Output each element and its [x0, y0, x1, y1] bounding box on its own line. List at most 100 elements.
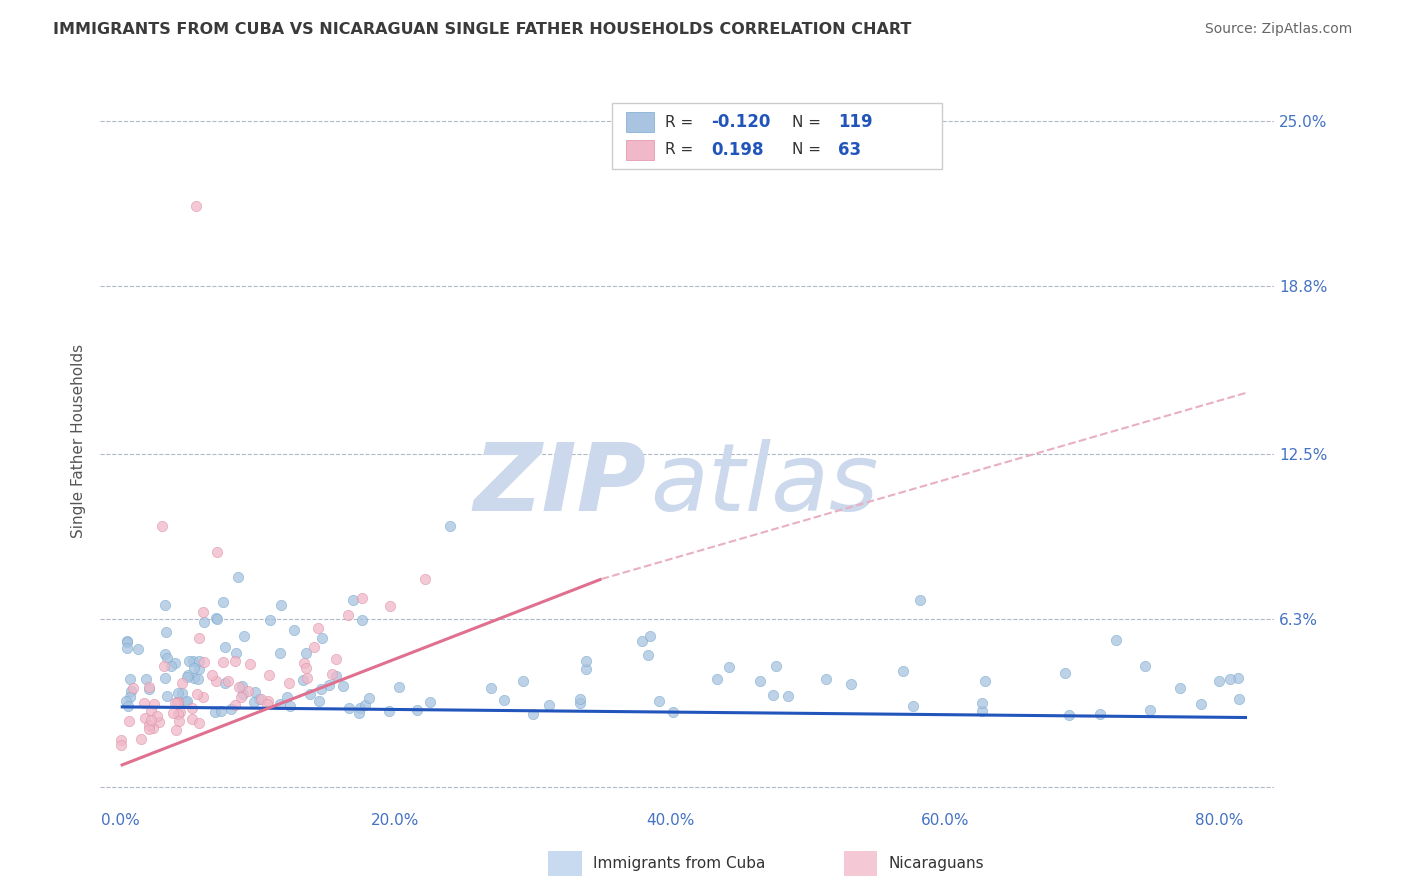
Point	[522, 707, 544, 722]
Point	[186, 687, 208, 701]
Point	[153, 658, 176, 673]
Point	[337, 701, 360, 715]
Point	[201, 668, 224, 682]
Point	[180, 712, 202, 726]
Point	[117, 714, 139, 729]
Point	[224, 654, 246, 668]
Point	[209, 705, 232, 719]
Point	[224, 698, 246, 713]
Point	[1139, 703, 1161, 717]
Point	[291, 673, 314, 687]
Point	[146, 709, 169, 723]
Point	[193, 615, 215, 629]
Point	[359, 690, 381, 705]
Point	[311, 631, 333, 645]
Point	[118, 672, 141, 686]
Point	[181, 654, 204, 668]
Point	[231, 679, 253, 693]
Point	[205, 545, 228, 559]
Point	[191, 690, 214, 705]
Point	[276, 690, 298, 704]
Point	[214, 675, 236, 690]
Point	[141, 713, 163, 727]
Text: N =: N =	[792, 115, 821, 129]
Point	[141, 704, 163, 718]
Text: atlas: atlas	[650, 439, 877, 530]
Point	[170, 686, 193, 700]
Point	[839, 677, 862, 691]
Point	[127, 641, 149, 656]
Point	[292, 656, 315, 670]
Point	[163, 697, 186, 711]
Text: 63: 63	[838, 141, 860, 159]
Point	[378, 704, 401, 718]
Point	[138, 681, 160, 696]
Point	[749, 673, 772, 688]
Point	[318, 678, 340, 692]
Point	[165, 723, 187, 737]
Point	[332, 679, 354, 693]
Point	[972, 696, 994, 710]
Point	[243, 684, 266, 698]
Point	[205, 611, 228, 625]
Point	[110, 738, 132, 752]
Text: Nicaraguans: Nicaraguans	[889, 856, 984, 871]
Point	[336, 607, 359, 622]
Point	[212, 595, 235, 609]
Point	[166, 695, 188, 709]
Point	[325, 669, 347, 683]
Point	[143, 697, 166, 711]
Point	[138, 680, 160, 694]
Y-axis label: Single Father Households: Single Father Households	[72, 343, 86, 538]
Point	[973, 674, 995, 689]
Point	[155, 598, 177, 612]
Text: R =: R =	[665, 115, 693, 129]
Point	[325, 652, 347, 666]
Point	[228, 680, 250, 694]
Point	[908, 592, 931, 607]
Point	[406, 703, 429, 717]
Point	[270, 598, 292, 612]
Point	[302, 640, 325, 654]
Point	[647, 694, 669, 708]
Point	[814, 672, 837, 686]
Point	[183, 671, 205, 685]
Point	[299, 687, 322, 701]
Point	[311, 681, 333, 696]
Point	[765, 659, 787, 673]
Point	[1133, 658, 1156, 673]
Point	[156, 690, 179, 704]
Point	[1189, 697, 1212, 711]
Point	[153, 647, 176, 661]
Point	[762, 689, 785, 703]
Point	[1229, 692, 1251, 706]
Point	[352, 591, 374, 605]
Point	[176, 694, 198, 708]
Point	[350, 614, 373, 628]
Point	[321, 667, 343, 681]
Point	[1219, 672, 1241, 686]
Point	[283, 623, 305, 637]
Text: R =: R =	[665, 143, 693, 157]
Point	[413, 572, 436, 586]
Point	[193, 655, 215, 669]
Point	[249, 691, 271, 706]
Point	[706, 672, 728, 686]
Point	[718, 659, 741, 673]
Point	[278, 675, 301, 690]
Point	[972, 704, 994, 718]
Point	[1088, 706, 1111, 721]
Point	[640, 629, 662, 643]
Point	[188, 632, 211, 646]
Point	[891, 665, 914, 679]
Point	[153, 671, 176, 685]
Point	[388, 680, 411, 694]
Point	[354, 698, 377, 713]
Point	[166, 696, 188, 710]
Point	[347, 706, 370, 720]
Point	[114, 694, 136, 708]
Point	[187, 662, 209, 676]
Point	[129, 731, 152, 746]
Point	[176, 669, 198, 683]
Point	[150, 518, 173, 533]
